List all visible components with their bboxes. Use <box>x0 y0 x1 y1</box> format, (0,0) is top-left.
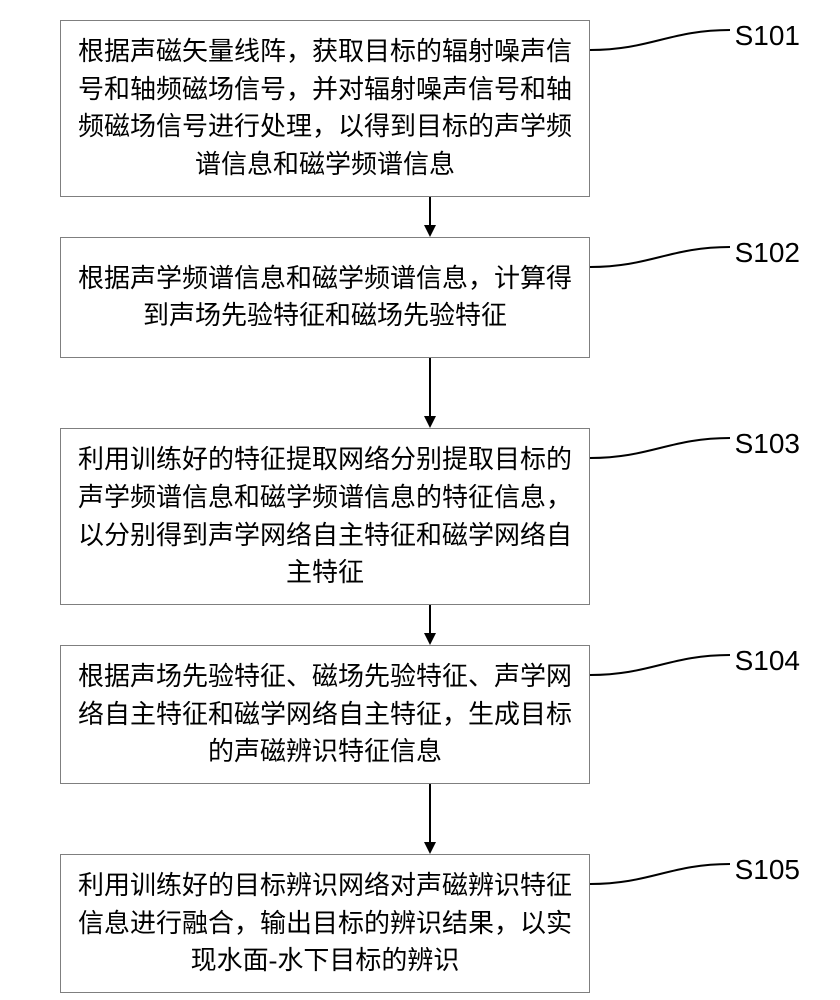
arrow-3 <box>165 605 695 645</box>
step-text-s103: 利用训练好的特征提取网络分别提取目标的声学频谱信息和磁学频谱信息的特征信息，以分… <box>78 445 572 587</box>
connector-s105: S105 <box>590 854 800 924</box>
step-row-s103: 利用训练好的特征提取网络分别提取目标的声学频谱信息和磁学频谱信息的特征信息，以分… <box>40 428 800 605</box>
step-text-s102: 根据声学频谱信息和磁学频谱信息，计算得到声场先验特征和磁场先验特征 <box>78 264 572 331</box>
connector-s104: S104 <box>590 645 800 715</box>
step-box-s105: 利用训练好的目标辨识网络对声磁辨识特征信息进行融合，输出目标的辨识结果，以实现水… <box>60 854 590 993</box>
flowchart-container: 根据声磁矢量线阵，获取目标的辐射噪声信号和轴频磁场信号，并对辐射噪声信号和轴频磁… <box>40 20 800 993</box>
step-box-s104: 根据声场先验特征、磁场先验特征、声学网络自主特征和磁学网络自主特征，生成目标的声… <box>60 645 590 784</box>
arrow-down-icon <box>420 358 440 428</box>
step-label-s101: S101 <box>735 20 800 52</box>
step-box-s101: 根据声磁矢量线阵，获取目标的辐射噪声信号和轴频磁场信号，并对辐射噪声信号和轴频磁… <box>60 20 590 197</box>
step-box-s102: 根据声学频谱信息和磁学频谱信息，计算得到声场先验特征和磁场先验特征 <box>60 237 590 358</box>
arrow-down-icon <box>420 605 440 645</box>
step-box-s103: 利用训练好的特征提取网络分别提取目标的声学频谱信息和磁学频谱信息的特征信息，以分… <box>60 428 590 605</box>
step-row-s101: 根据声磁矢量线阵，获取目标的辐射噪声信号和轴频磁场信号，并对辐射噪声信号和轴频磁… <box>40 20 800 197</box>
arrow-down-icon <box>420 784 440 854</box>
step-row-s105: 利用训练好的目标辨识网络对声磁辨识特征信息进行融合，输出目标的辨识结果，以实现水… <box>40 854 800 993</box>
step-label-s103: S103 <box>735 428 800 460</box>
step-label-s105: S105 <box>735 854 800 886</box>
arrow-4 <box>165 784 695 854</box>
connector-s103: S103 <box>590 428 800 498</box>
arrow-2 <box>165 358 695 428</box>
step-label-s104: S104 <box>735 645 800 677</box>
step-text-s104: 根据声场先验特征、磁场先验特征、声学网络自主特征和磁学网络自主特征，生成目标的声… <box>78 662 572 766</box>
connector-s101: S101 <box>590 20 800 90</box>
step-label-s102: S102 <box>735 237 800 269</box>
step-row-s104: 根据声场先验特征、磁场先验特征、声学网络自主特征和磁学网络自主特征，生成目标的声… <box>40 645 800 784</box>
step-text-s101: 根据声磁矢量线阵，获取目标的辐射噪声信号和轴频磁场信号，并对辐射噪声信号和轴频磁… <box>78 37 572 179</box>
arrow-1 <box>165 197 695 237</box>
step-text-s105: 利用训练好的目标辨识网络对声磁辨识特征信息进行融合，输出目标的辨识结果，以实现水… <box>78 871 572 975</box>
step-row-s102: 根据声学频谱信息和磁学频谱信息，计算得到声场先验特征和磁场先验特征 S102 <box>40 237 800 358</box>
connector-s102: S102 <box>590 237 800 307</box>
arrow-down-icon <box>420 197 440 237</box>
